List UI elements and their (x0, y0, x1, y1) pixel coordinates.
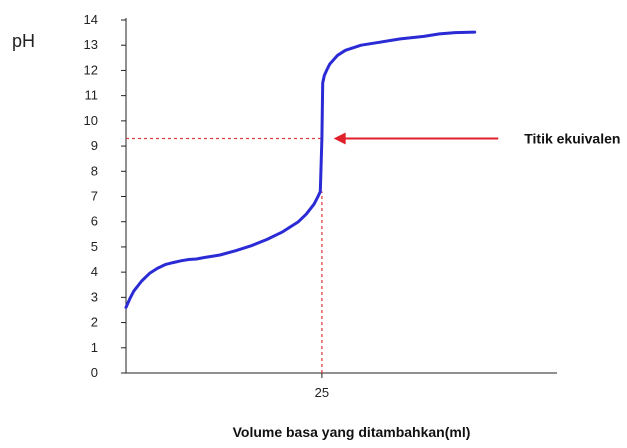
y-tick-label: 2 (91, 315, 98, 330)
y-tick-label: 12 (84, 62, 98, 77)
x-tick-label: 25 (315, 385, 329, 400)
y-tick-label: 8 (91, 163, 98, 178)
annotation-arrow-head (333, 132, 346, 145)
y-tick-label: 6 (91, 214, 98, 229)
y-tick-label: 5 (91, 239, 98, 254)
y-tick-label: 11 (85, 88, 99, 103)
y-tick-label: 4 (91, 264, 98, 279)
series-layer (124, 30, 477, 309)
axes (125, 18, 557, 374)
x-ticks: 25 (315, 373, 329, 400)
y-tick-label: 0 (91, 365, 98, 380)
annotation-label: Titik ekuivalen (524, 131, 620, 147)
y-tick-label: 14 (84, 12, 98, 27)
y-tick-label: 9 (91, 138, 98, 153)
annotation-layer: Titik ekuivalen (333, 131, 620, 147)
y-axis-label: pH (12, 31, 35, 51)
reference-lines (126, 137, 323, 373)
y-tick-label: 13 (84, 37, 98, 52)
y-tick-label: 10 (84, 113, 98, 128)
y-tick-label: 3 (91, 289, 98, 304)
x-axis-label: Volume basa yang ditambahkan(ml) (233, 424, 471, 440)
y-tick-label: 7 (91, 189, 98, 204)
titration-curve-line (124, 30, 477, 309)
y-tick-label: 1 (91, 340, 98, 355)
